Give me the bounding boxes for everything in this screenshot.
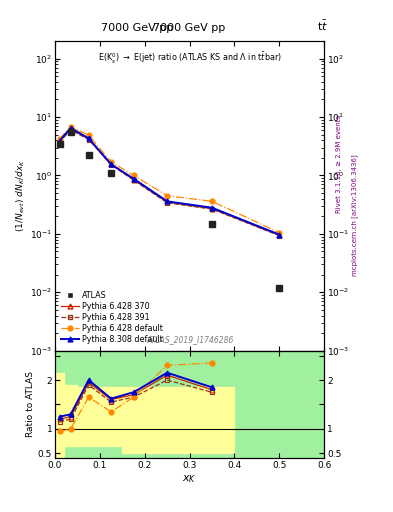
Y-axis label: Ratio to ATLAS: Ratio to ATLAS <box>26 372 35 437</box>
Text: ATLAS_2019_I1746286: ATLAS_2019_I1746286 <box>146 335 233 345</box>
Text: mcplots.cern.ch [arXiv:1306.3436]: mcplots.cern.ch [arXiv:1306.3436] <box>352 154 358 276</box>
X-axis label: $x_K$: $x_K$ <box>182 473 197 484</box>
Legend: ATLAS, Pythia 6.428 370, Pythia 6.428 391, Pythia 6.428 default, Pythia 8.308 de: ATLAS, Pythia 6.428 370, Pythia 6.428 39… <box>59 289 166 347</box>
Text: 7000 GeV pp: 7000 GeV pp <box>154 23 226 33</box>
Y-axis label: $(1/N_{evt})$ $dN_K/dx_K$: $(1/N_{evt})$ $dN_K/dx_K$ <box>15 159 27 232</box>
Text: E(K$_s^0$) $\rightarrow$ E(jet) ratio (ATLAS KS and $\Lambda$ in t$\bar{t}$bar): E(K$_s^0$) $\rightarrow$ E(jet) ratio (A… <box>98 50 281 66</box>
Text: 7000 GeV pp: 7000 GeV pp <box>101 23 174 33</box>
Text: t$\bar{t}$: t$\bar{t}$ <box>317 19 328 33</box>
Text: Rivet 3.1.10, ≥ 2.9M events: Rivet 3.1.10, ≥ 2.9M events <box>336 115 342 213</box>
